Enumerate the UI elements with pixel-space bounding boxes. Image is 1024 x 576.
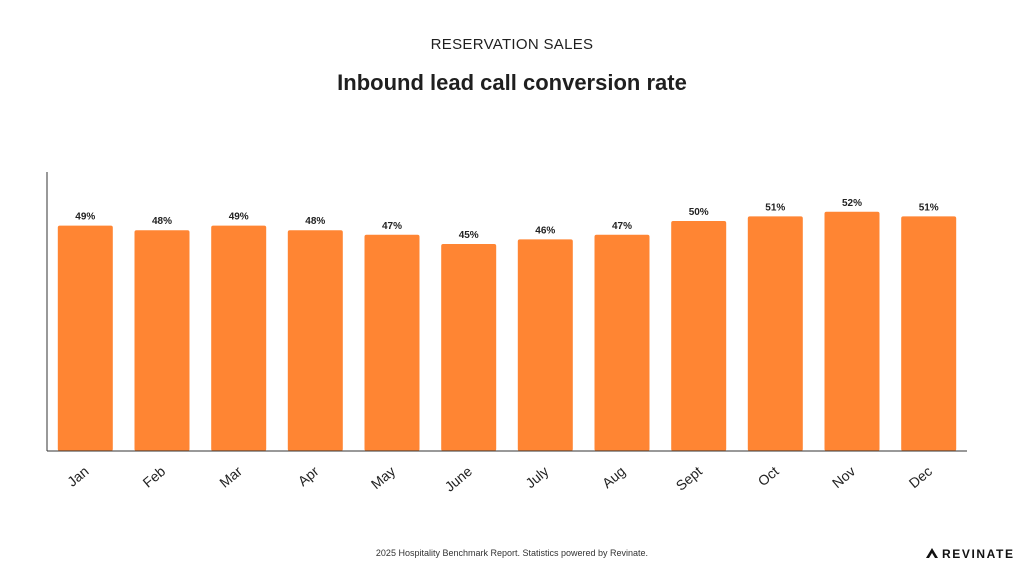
- chart-title: Inbound lead call conversion rate: [337, 70, 687, 95]
- x-tick-label-nov: Nov: [829, 463, 858, 491]
- bar-apr: [287, 230, 343, 451]
- x-tick-label-aug: Aug: [599, 463, 628, 491]
- bar-nov: [824, 211, 880, 451]
- x-tick-labels-group: Jan Feb Mar Apr May June July Aug Sept Oct Nov Dec: [64, 463, 935, 495]
- value-label-may: 47%: [382, 221, 402, 232]
- bar-aug: [594, 234, 650, 451]
- value-label-july: 46%: [535, 225, 555, 236]
- x-tick-label-june: June: [441, 463, 475, 495]
- value-label-oct: 51%: [765, 202, 785, 213]
- bar-jan: [57, 225, 113, 451]
- bar-feb: [134, 230, 190, 451]
- revinate-logo-icon: [926, 548, 938, 558]
- x-tick-label-dec: Dec: [906, 463, 935, 491]
- value-label-feb: 48%: [152, 216, 172, 227]
- revinate-brand-text: REVINATE: [942, 547, 1015, 561]
- value-label-apr: 48%: [305, 216, 325, 227]
- value-label-mar: 49%: [229, 212, 249, 223]
- x-tick-label-may: May: [368, 463, 399, 492]
- bar-dec: [901, 216, 957, 451]
- x-tick-label-sept: Sept: [673, 463, 705, 494]
- bar-oct: [747, 216, 803, 451]
- value-label-nov: 52%: [842, 198, 862, 209]
- value-label-aug: 47%: [612, 221, 632, 232]
- bars-group: [57, 211, 957, 451]
- value-labels-group: 49% 48% 49% 48% 47% 45% 46% 47% 50% 51% 52% 51%: [75, 198, 939, 241]
- value-label-june: 45%: [459, 230, 479, 241]
- x-tick-label-july: July: [522, 463, 551, 491]
- x-tick-label-feb: Feb: [140, 463, 169, 491]
- bar-july: [517, 239, 573, 451]
- x-tick-label-mar: Mar: [216, 463, 245, 491]
- value-label-sept: 50%: [689, 207, 709, 218]
- footer-credit: 2025 Hospitality Benchmark Report. Stati…: [375, 548, 649, 558]
- revinate-logo: REVINATE: [926, 546, 1015, 562]
- value-label-jan: 49%: [75, 212, 95, 223]
- bar-june: [441, 244, 497, 451]
- value-label-dec: 51%: [919, 202, 939, 213]
- bar-may: [364, 234, 420, 451]
- bar-mar: [211, 225, 267, 451]
- chart-subtitle: RESERVATION SALES: [430, 36, 594, 53]
- x-tick-label-apr: Apr: [295, 463, 322, 489]
- x-tick-label-oct: Oct: [755, 463, 782, 489]
- bar-sept: [671, 221, 727, 451]
- x-tick-label-jan: Jan: [64, 463, 92, 490]
